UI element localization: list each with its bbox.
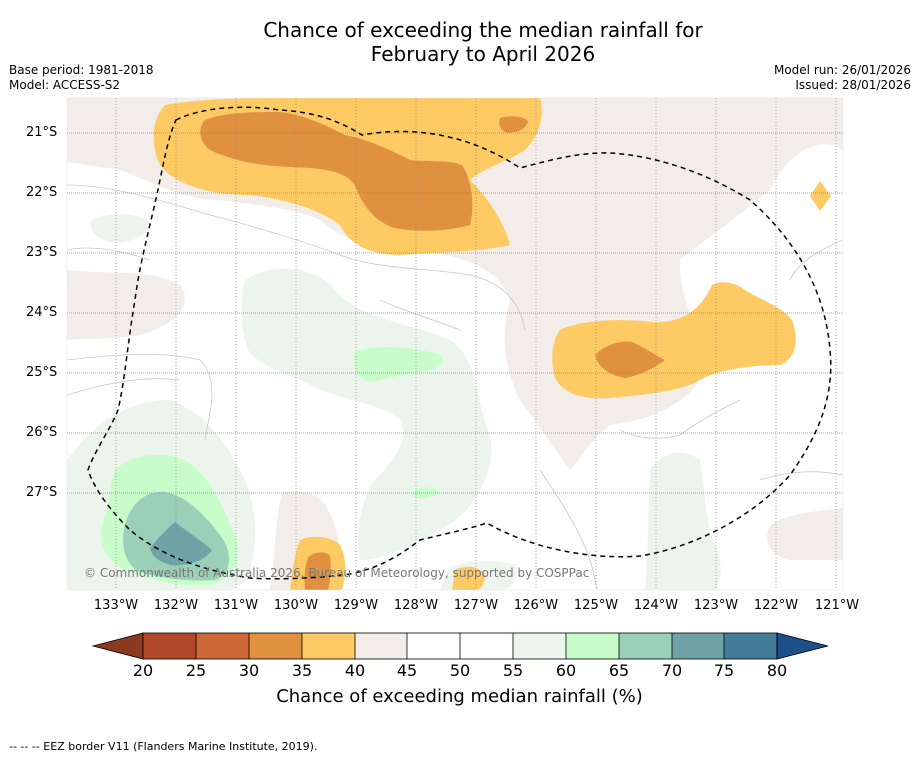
map-frame [66, 97, 844, 591]
beige-region-west [67, 270, 186, 340]
colorbar-segment-70-75 [672, 633, 724, 659]
green-region-southeast [645, 452, 721, 590]
dark-orange-region-north [200, 112, 473, 231]
lon-label-126w: 126°W [513, 598, 559, 613]
lat-label-23s: 23°S [26, 245, 58, 260]
colorbar-segment-75-80 [724, 633, 777, 659]
meta-right: Model run: 26/01/2026 Issued: 28/01/2026 [774, 63, 911, 93]
beige-region-southeast [767, 508, 843, 560]
colorbar-tick-70: 70 [661, 661, 683, 680]
lon-label-128w: 128°W [393, 598, 439, 613]
issued-date: Issued: 28/01/2026 [795, 78, 911, 92]
lon-label-125w: 125°W [573, 598, 619, 613]
colorbar-title: Chance of exceeding median rainfall (%) [276, 686, 643, 707]
contour-line-2 [67, 353, 213, 441]
lon-label-133w: 133°W [93, 598, 139, 613]
colorbar-segment-25-30 [196, 633, 249, 659]
model-name: Model: ACCESS-S2 [9, 78, 121, 92]
copyright-note: © Commonwealth of Australia 2026, Bureau… [84, 566, 589, 580]
contour-line-1 [67, 184, 526, 331]
dark-orange-patch-east [595, 341, 665, 378]
eez-border [87, 106, 832, 580]
colorbar-tick-75: 75 [713, 661, 735, 680]
colorbar-outline [142, 632, 778, 660]
colorbar [91, 632, 829, 660]
latitude-gridlines [67, 132, 843, 494]
colorbar-segment-60-65 [566, 633, 619, 659]
band-70-75 [150, 522, 212, 566]
lat-label-25s: 25°S [26, 365, 58, 380]
colorbar-segment-20-25 [143, 633, 196, 659]
green-region-northwest [90, 214, 150, 243]
contour-line-3 [67, 378, 181, 396]
colorbar-tick-45: 45 [396, 661, 418, 680]
colorbar-tick-40: 40 [344, 661, 366, 680]
dark-orange-patch-northeast [499, 116, 528, 133]
dark-orange-patch-south [304, 552, 331, 590]
colorbar-tick-20: 20 [132, 661, 154, 680]
green-patch-small [412, 487, 440, 499]
green-region-center [241, 268, 492, 560]
lon-label-127w: 127°W [453, 598, 499, 613]
model-run: Model run: 26/01/2026 [773, 63, 911, 77]
lon-label-130w: 130°W [273, 598, 319, 613]
lon-label-131w: 131°W [213, 598, 259, 613]
band-30-35 [200, 112, 665, 590]
colorbar-segment-30-35 [249, 633, 302, 659]
map-area: © Commonwealth of Australia 2026, Bureau… [67, 98, 843, 590]
colorbar-tick-80: 80 [766, 661, 788, 680]
lat-label-26s: 26°S [26, 425, 58, 440]
colorbar-segment-35-40 [302, 633, 355, 659]
lon-label-132w: 132°W [153, 598, 199, 613]
colorbar-tick-65: 65 [608, 661, 630, 680]
contour-line-8 [67, 247, 151, 261]
colorbar-tick-30: 30 [238, 661, 260, 680]
green-patch-center [353, 347, 444, 382]
lat-label-24s: 24°S [26, 305, 58, 320]
colorbar-tick-50: 50 [449, 661, 471, 680]
eez-legend-note: -- -- -- EEZ border V11 (Flanders Marine… [9, 740, 318, 753]
lon-label-121w: 121°W [814, 598, 860, 613]
contour-line-6 [789, 239, 843, 281]
longitude-gridlines [115, 98, 837, 590]
lat-label-21s: 21°S [26, 125, 58, 140]
colorbar-segment-45-50 [407, 633, 460, 659]
lon-label-122w: 122°W [753, 598, 799, 613]
colorbar-tick-35: 35 [291, 661, 313, 680]
colorbar-tick-60: 60 [555, 661, 577, 680]
colorbar-tick-25: 25 [185, 661, 207, 680]
contour-line-5 [619, 399, 741, 439]
colorbar-segment-55-60 [513, 633, 566, 659]
lon-label-129w: 129°W [333, 598, 379, 613]
colorbar-segment-40-45 [355, 633, 407, 659]
base-period: Base period: 1981-2018 [9, 63, 154, 77]
lat-label-27s: 27°S [26, 485, 58, 500]
colorbar-arrow-low [91, 632, 144, 660]
colorbar-dividers [195, 633, 725, 659]
map-title: Chance of exceeding the median rainfall … [0, 18, 919, 66]
orange-patch-south-center [452, 566, 485, 590]
colorbar-arrow-high [776, 632, 829, 660]
lat-label-22s: 22°S [26, 185, 58, 200]
colorbar-segment-65-70 [619, 633, 672, 659]
orange-diamond-east [810, 181, 831, 211]
title-line-1: Chance of exceeding the median rainfall … [263, 18, 703, 42]
lon-label-123w: 123°W [693, 598, 739, 613]
colorbar-tick-55: 55 [502, 661, 524, 680]
meta-left: Base period: 1981-2018 Model: ACCESS-S2 [9, 63, 154, 93]
lon-label-124w: 124°W [633, 598, 679, 613]
colorbar-segment-50-55 [460, 633, 513, 659]
title-line-2: February to April 2026 [370, 42, 596, 66]
